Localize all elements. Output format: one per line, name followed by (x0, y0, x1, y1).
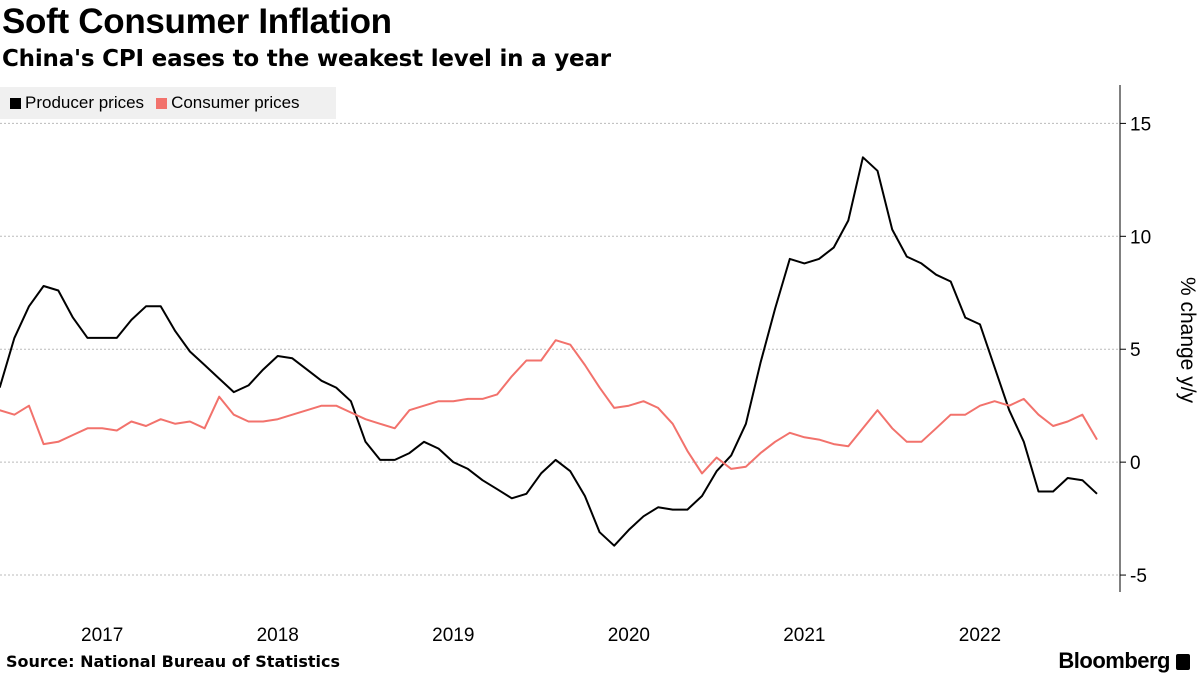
bloomberg-logo-mark (1176, 654, 1190, 670)
y-tick-label: 10 (1130, 227, 1151, 248)
y-tick-label: -5 (1130, 566, 1147, 587)
legend-swatch-producer (10, 97, 21, 109)
x-tick-label: 2020 (608, 625, 650, 646)
x-tick-label: 2019 (432, 625, 474, 646)
x-tick-label: 2017 (81, 625, 123, 646)
bloomberg-logo: Bloomberg (1058, 648, 1170, 673)
legend-label-producer: Producer prices (25, 93, 145, 112)
legend-label-consumer: Consumer prices (171, 93, 300, 112)
legend-item-consumer-prices: Consumer prices (156, 93, 300, 113)
y-axis-label: % change y/y (1176, 276, 1199, 404)
series-line-consumer-prices (0, 339, 1098, 475)
legend: Producer prices Consumer prices (0, 87, 336, 119)
legend-swatch-consumer (156, 97, 168, 109)
series-line-producer-prices (0, 156, 1098, 547)
y-tick-label: 15 (1130, 114, 1151, 135)
chart-subtitle: China's CPI eases to the weakest level i… (2, 46, 611, 72)
x-tick-label: 2018 (257, 625, 299, 646)
x-tick-label: 2022 (959, 625, 1001, 646)
y-tick-label: 5 (1130, 340, 1141, 361)
y-tick-label: 0 (1130, 453, 1141, 474)
legend-item-producer-prices: Producer prices (10, 93, 144, 113)
x-tick-label: 2021 (783, 625, 825, 646)
source-note: Source: National Bureau of Statistics (6, 652, 341, 671)
chart-title: Soft Consumer Inflation (2, 2, 392, 41)
